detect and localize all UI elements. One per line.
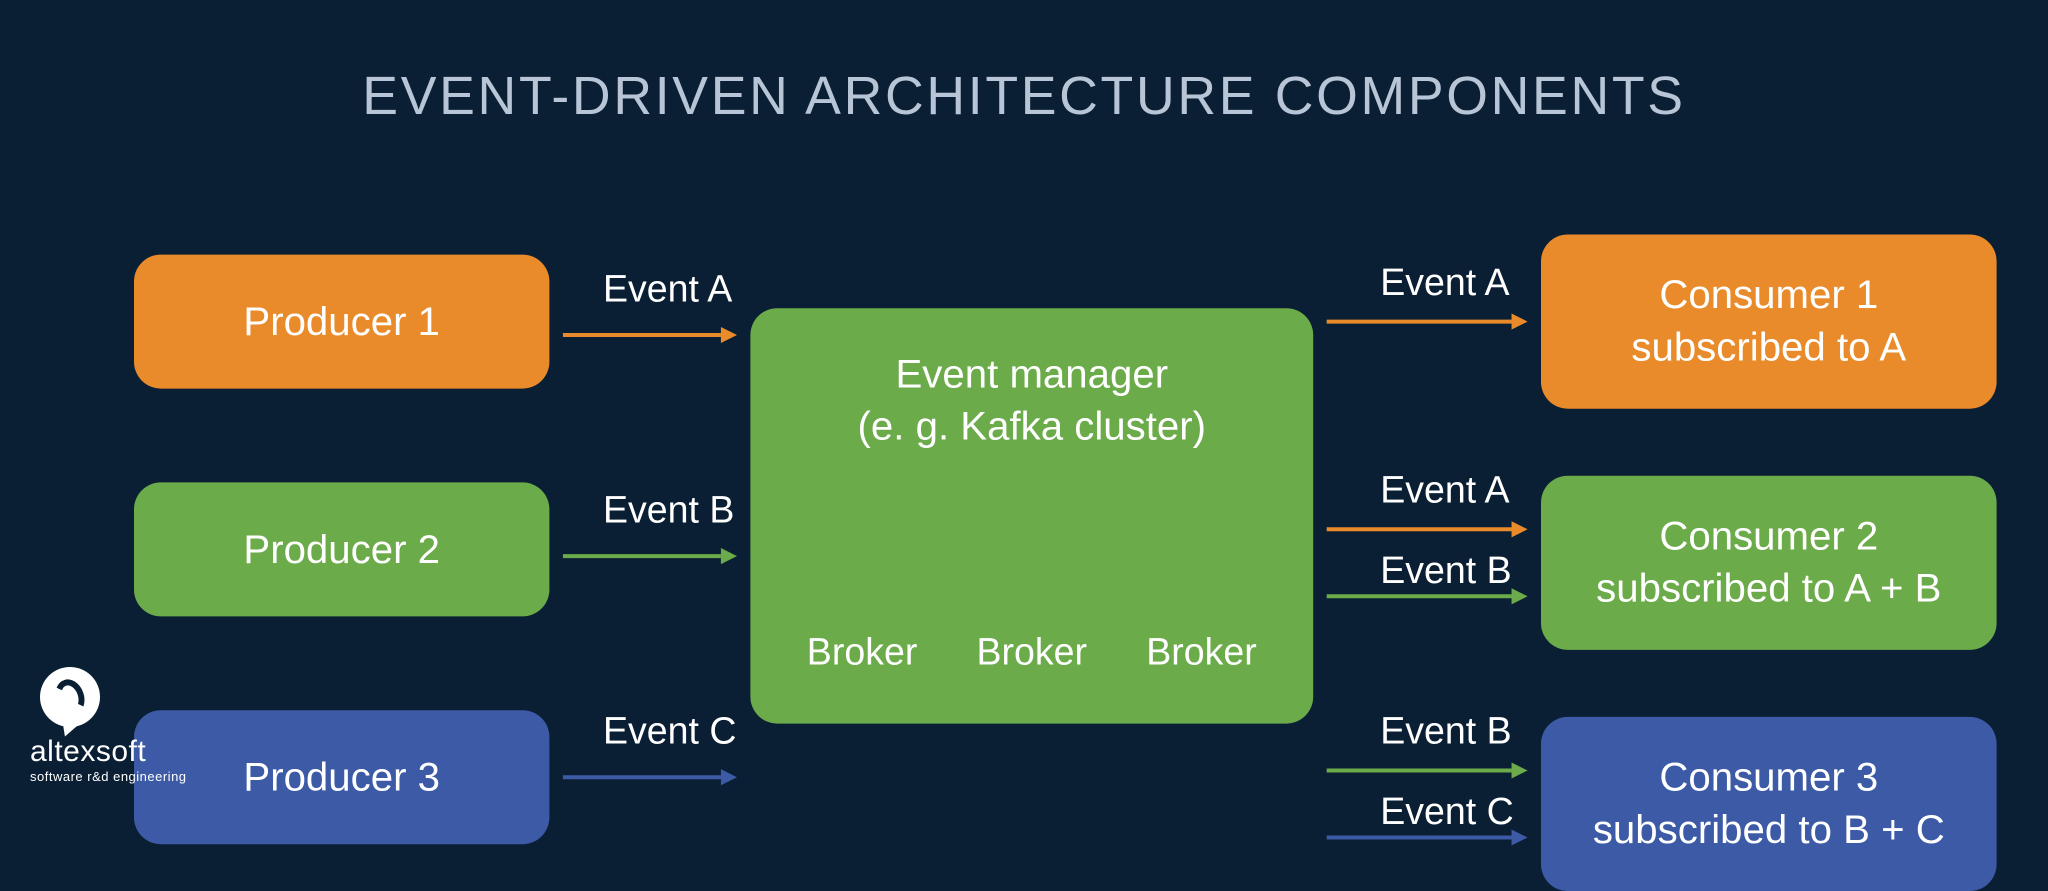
- consumer-sub-1: subscribed to A: [1631, 322, 1906, 374]
- consumer-1-arrow-1: [1327, 306, 1531, 338]
- broker-label-1: Broker: [807, 628, 918, 677]
- logo-name: altexsoft: [30, 735, 187, 769]
- producer-box-1: Producer 1: [134, 255, 549, 389]
- consumer-2-arrow-1: [1327, 513, 1531, 545]
- producer-box-3: Producer 3: [134, 710, 549, 844]
- logo-tagline: software r&d engineering: [30, 769, 187, 784]
- consumer-2-arrow-2: [1327, 580, 1531, 612]
- consumer-sub-3: subscribed to B + C: [1593, 804, 1945, 856]
- event-manager-box: Event manager (e. g. Kafka cluster) Brok…: [750, 308, 1313, 723]
- consumer-title-3: Consumer 3: [1659, 752, 1878, 804]
- consumer-box-2: Consumer 2 subscribed to A + B: [1541, 476, 1997, 650]
- producer-arrow-1: [563, 319, 740, 351]
- broker-label-2: Broker: [977, 628, 1088, 677]
- producer-arrow-2: [563, 540, 740, 572]
- producer-box-2: Producer 2: [134, 482, 549, 616]
- consumer-1-event-label-1: Event A: [1380, 261, 1509, 304]
- consumer-title-2: Consumer 2: [1659, 511, 1878, 563]
- consumer-3-event-label-1: Event B: [1380, 710, 1511, 753]
- logo: altexsoft software r&d engineering: [30, 667, 187, 784]
- producer-arrow-3: [563, 761, 740, 793]
- consumer-title-1: Consumer 1: [1659, 269, 1878, 321]
- logo-icon: [40, 667, 100, 727]
- producer-event-label-3: Event C: [603, 710, 736, 753]
- event-manager-title: Event manager: [895, 348, 1168, 400]
- event-manager-subtitle: (e. g. Kafka cluster): [858, 401, 1207, 453]
- consumer-sub-2: subscribed to A + B: [1596, 563, 1941, 615]
- consumer-2-event-label-1: Event A: [1380, 469, 1509, 512]
- producer-event-label-1: Event A: [603, 268, 732, 311]
- producer-event-label-2: Event B: [603, 489, 734, 532]
- consumer-3-arrow-1: [1327, 754, 1531, 786]
- diagram-title: EVENT-DRIVEN ARCHITECTURE COMPONENTS: [0, 67, 2048, 127]
- consumer-3-arrow-2: [1327, 821, 1531, 853]
- broker-row: Broker Broker Broker: [750, 628, 1313, 677]
- consumer-box-1: Consumer 1 subscribed to A: [1541, 235, 1997, 409]
- broker-label-3: Broker: [1146, 628, 1257, 677]
